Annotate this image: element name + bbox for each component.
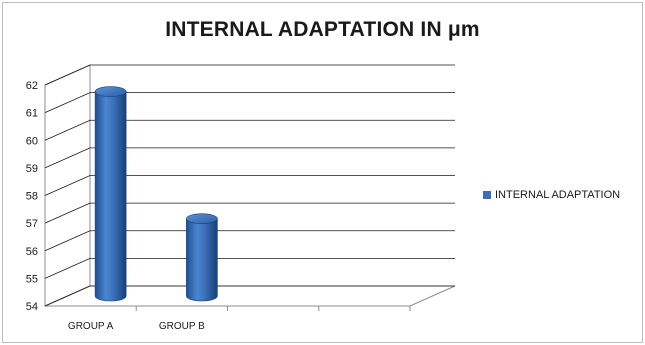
bar-body: [94, 91, 127, 302]
gridline-58: [44, 175, 455, 196]
x-tick-label: GROUP B: [159, 321, 205, 332]
bars: [94, 86, 218, 302]
gridline-54: [44, 285, 455, 307]
gridline-62: [44, 64, 455, 86]
chart-title: INTERNAL ADAPTATION IN μm: [165, 18, 480, 41]
y-tick-labels: 54 55 56 57 58 59 60 61 62: [26, 80, 38, 313]
y-tick-label: 60: [26, 135, 38, 147]
gridline-60: [44, 119, 455, 141]
x-tick-label: GROUP A: [68, 321, 114, 332]
y-tick-label: 58: [26, 191, 38, 203]
gridline-56: [44, 230, 455, 252]
x-tick-labels: GROUP A GROUP B: [68, 321, 205, 332]
y-tick-label: 55: [26, 273, 38, 285]
axes: [44, 64, 456, 311]
gridline-55: [44, 257, 455, 279]
y-tick-label: 59: [26, 163, 38, 175]
bar-cap: [94, 86, 127, 97]
bar-group-b: [186, 213, 218, 302]
bar-cap: [186, 213, 218, 224]
y-tick-label: 57: [26, 218, 38, 230]
legend-label: INTERNAL ADAPTATION: [495, 189, 621, 201]
gridline-59: [44, 147, 455, 169]
gridline-57: [44, 202, 455, 224]
bar-group-a: [94, 86, 127, 302]
bar-body: [186, 218, 218, 302]
y-tick-label: 54: [26, 301, 38, 313]
y-tick-label: 62: [26, 80, 38, 92]
y-tick-label: 61: [26, 108, 38, 120]
y-tick-label: 56: [26, 246, 38, 258]
legend: INTERNAL ADAPTATION: [483, 189, 620, 201]
gridline-61: [44, 92, 455, 113]
legend-swatch: [483, 191, 491, 199]
